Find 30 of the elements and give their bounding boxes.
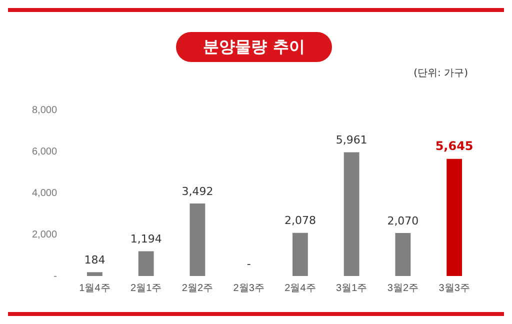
data-label: 1,194 xyxy=(130,232,162,246)
bar xyxy=(344,152,360,276)
x-tick-label: 2월4주 xyxy=(284,282,316,294)
data-label: 2,070 xyxy=(387,214,419,228)
x-tick-label: 3월3주 xyxy=(438,282,470,294)
data-label: - xyxy=(246,257,251,270)
bar xyxy=(446,158,462,276)
chart-title: 분양물량 추이 xyxy=(176,32,332,62)
data-label: 5,645 xyxy=(435,138,474,153)
x-tick-label: 2월2주 xyxy=(182,282,214,294)
x-tick-label: 3월1주 xyxy=(336,282,368,294)
x-tick-label: 2월3주 xyxy=(233,282,264,294)
data-label: 184 xyxy=(84,254,106,267)
data-label: 2,078 xyxy=(284,214,316,228)
x-tick-label: 3월2주 xyxy=(387,282,419,294)
bar xyxy=(87,272,102,276)
data-label: 3,492 xyxy=(182,184,214,198)
text: (단위: 가구) xyxy=(414,67,468,80)
bar xyxy=(190,204,206,276)
bar xyxy=(138,251,154,276)
bar xyxy=(395,233,411,276)
bar xyxy=(292,232,308,276)
y-tick-label: 2,000 xyxy=(32,229,58,240)
data-label: 5,961 xyxy=(336,134,368,147)
y-tick-label: - xyxy=(54,270,58,282)
y-tick-label: 6,000 xyxy=(32,146,58,158)
x-tick-label: 1월4주 xyxy=(79,282,110,294)
y-tick-label: 8,000 xyxy=(32,104,58,116)
x-tick-label: 2월1주 xyxy=(130,282,162,294)
y-tick-label: 4,000 xyxy=(32,188,58,199)
